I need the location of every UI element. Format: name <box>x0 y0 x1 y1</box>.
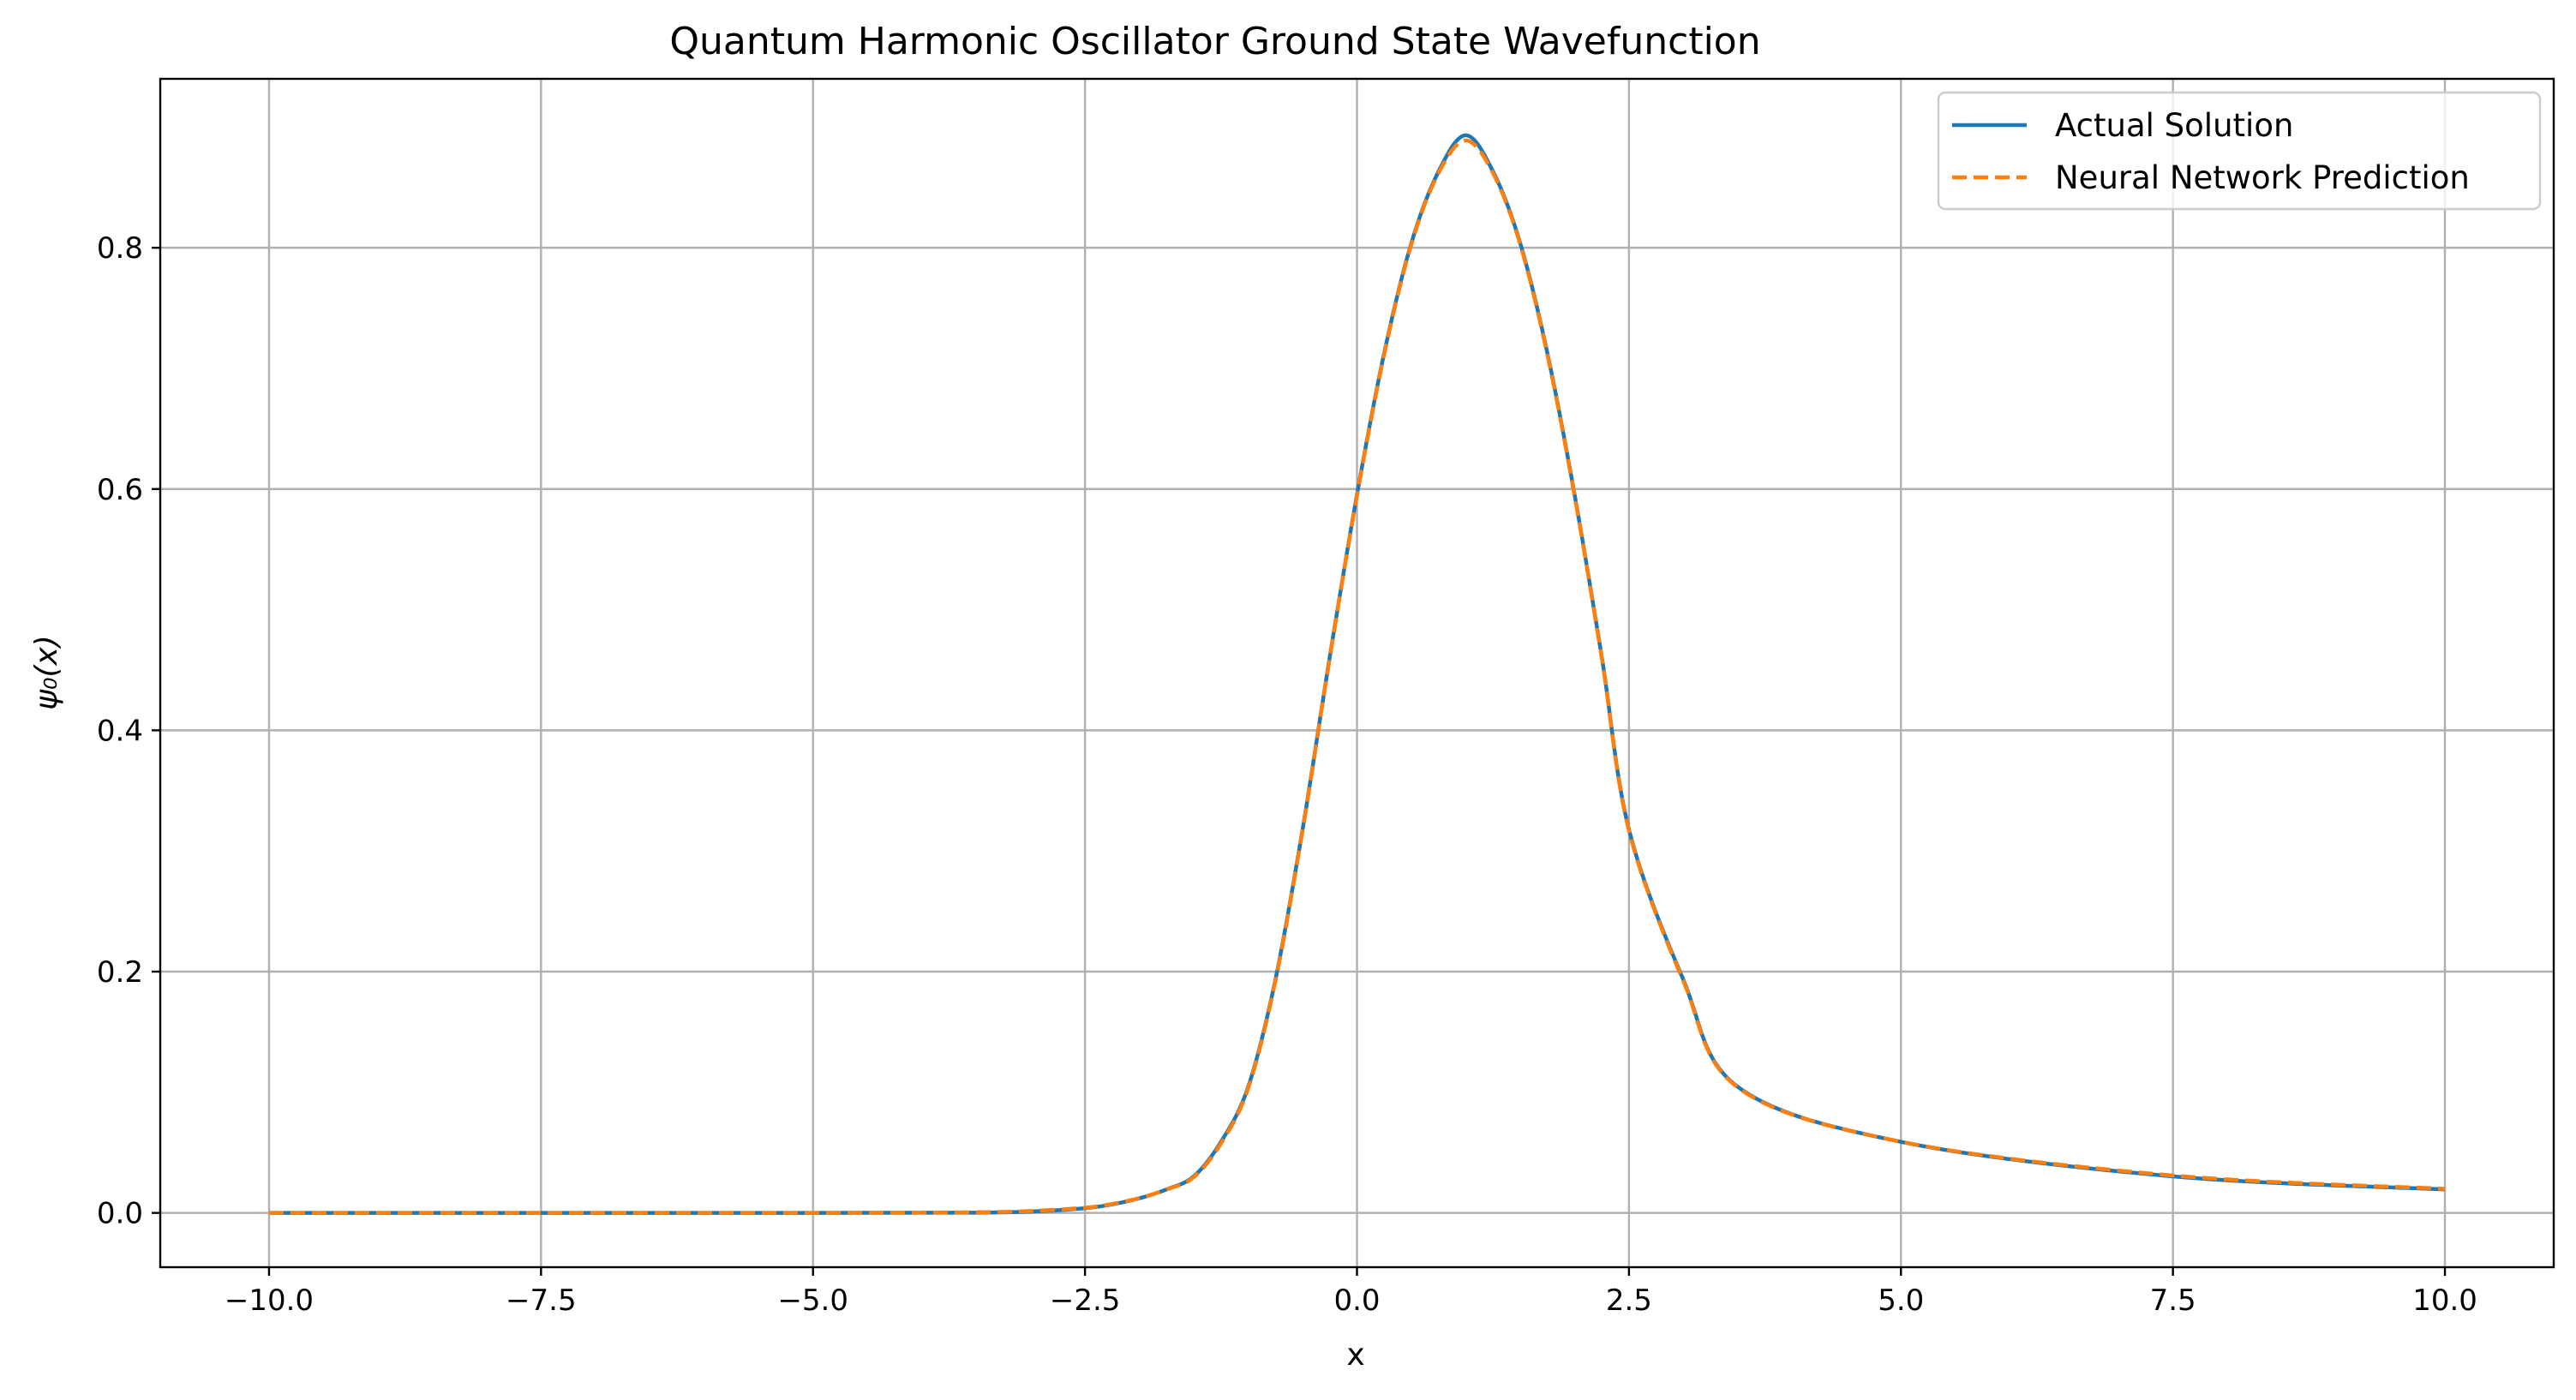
x-tick-label: −5.0 <box>777 1283 848 1318</box>
x-tick-label: 7.5 <box>2150 1283 2196 1318</box>
chart-title: Quantum Harmonic Oscillator Ground State… <box>669 20 1760 63</box>
x-axis-label: x <box>1346 1337 1364 1373</box>
x-axis: −10.0 −7.5 −5.0 −2.5 0.0 2.5 5.0 7.5 10.0 <box>225 1267 2477 1318</box>
grid <box>160 79 2554 1267</box>
y-tick-label: 0.0 <box>97 1197 143 1231</box>
x-tick-label: −2.5 <box>1050 1283 1121 1318</box>
x-tick-label: 0.0 <box>1333 1283 1380 1318</box>
y-tick-label: 0.8 <box>97 231 143 266</box>
x-tick-label: −7.5 <box>506 1283 577 1318</box>
series-group <box>268 133 2446 1215</box>
y-tick-label: 0.2 <box>97 955 143 990</box>
y-tick-label: 0.4 <box>97 714 143 748</box>
legend: Actual Solution Neural Network Predictio… <box>1937 91 2542 211</box>
x-tick-label: 10.0 <box>2412 1283 2477 1318</box>
x-tick-label: 2.5 <box>1606 1283 1652 1318</box>
legend-label-actual: Actual Solution <box>2055 107 2293 144</box>
y-tick-label: 0.6 <box>97 473 143 507</box>
x-tick-label: 5.0 <box>1878 1283 1924 1318</box>
series-line-neural-network-prediction <box>268 138 2446 1215</box>
legend-label-nn: Neural Network Prediction <box>2055 159 2470 196</box>
x-tick-label: −10.0 <box>225 1283 314 1318</box>
y-axis-label: ψ₀(x) <box>29 635 64 710</box>
y-axis: 0.0 0.2 0.4 0.6 0.8 <box>97 231 160 1231</box>
legend-box <box>1937 91 2542 211</box>
